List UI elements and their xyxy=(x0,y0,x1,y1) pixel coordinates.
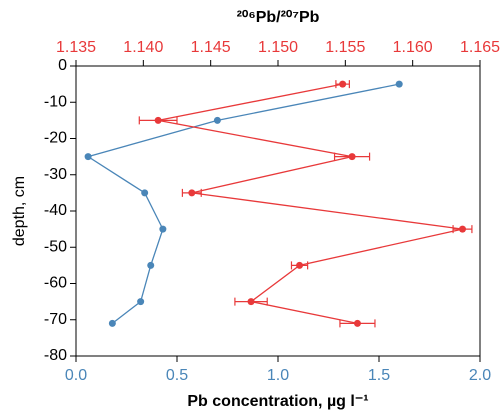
plot-frame xyxy=(75,65,481,357)
y-tick-label: -30 xyxy=(44,166,67,183)
y-tick-label: -50 xyxy=(44,238,67,255)
y-tick-label: -20 xyxy=(44,130,67,147)
point xyxy=(84,153,92,161)
point xyxy=(137,298,145,306)
y-tick-label: -60 xyxy=(44,275,67,292)
point xyxy=(154,116,162,124)
point xyxy=(353,319,361,327)
x-tick-label: 2.0 xyxy=(469,367,491,384)
point xyxy=(188,189,196,197)
point xyxy=(247,298,255,306)
point xyxy=(395,80,403,88)
x2-tick-label: 1.135 xyxy=(56,39,96,56)
x2-tick-label: 1.140 xyxy=(123,39,163,56)
y-tick-label: 0 xyxy=(58,57,67,74)
x-tick-label: 0.5 xyxy=(166,367,188,384)
x-tick-label: 1.0 xyxy=(267,367,289,384)
point xyxy=(108,319,116,327)
x2-tick-label: 1.155 xyxy=(325,39,365,56)
point xyxy=(296,261,304,269)
y-tick-label: -70 xyxy=(44,311,67,328)
series-line xyxy=(158,83,463,325)
y-tick-label: -10 xyxy=(44,93,67,110)
point xyxy=(213,116,221,124)
x-tick-label: 0.0 xyxy=(65,367,87,384)
x-axis-title: Pb concentration, µg l⁻¹ xyxy=(187,393,368,410)
y-tick-label: -80 xyxy=(44,347,67,364)
x-tick-label: 1.5 xyxy=(368,367,390,384)
point xyxy=(147,261,155,269)
point xyxy=(348,153,356,161)
y-tick-label: -40 xyxy=(44,202,67,219)
point xyxy=(339,80,347,88)
y-axis-title: depth, cm xyxy=(11,176,28,246)
point xyxy=(159,225,167,233)
point xyxy=(458,225,466,233)
x2-axis-title: ²⁰⁶Pb/²⁰⁷Pb xyxy=(237,9,320,26)
x2-tick-label: 1.165 xyxy=(460,39,500,56)
x2-tick-label: 1.150 xyxy=(258,39,298,56)
series-line xyxy=(86,83,400,324)
point xyxy=(141,189,149,197)
x2-tick-label: 1.145 xyxy=(191,39,231,56)
x2-tick-label: 1.160 xyxy=(393,39,433,56)
